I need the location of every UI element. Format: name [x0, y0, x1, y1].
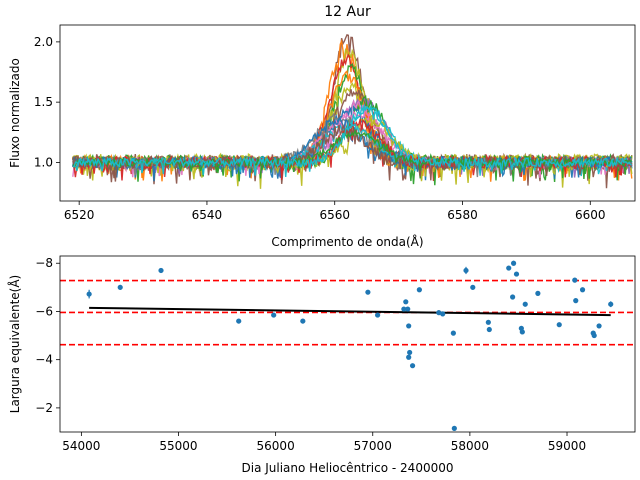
data-point [463, 267, 469, 274]
data-point [513, 271, 520, 277]
data-point [470, 284, 476, 290]
x-tick-label: 6540 [192, 208, 223, 222]
data-point [440, 311, 446, 317]
ew-x-label: Dia Juliano Heliocêntrico - 2400000 [242, 461, 454, 475]
data-point [405, 306, 411, 312]
spectrum-axes: 6520 6540 6560 6580 6600 1.0 1.5 2.0 12 Aur Co… [8, 4, 636, 249]
data-point [271, 312, 277, 318]
data-point [573, 298, 579, 304]
x-tick-label: 58000 [451, 439, 489, 453]
x-tick-label: 59000 [548, 439, 586, 453]
y-tick-label: −8 [35, 256, 53, 270]
y-tick-label: −2 [35, 401, 53, 415]
data-point [406, 354, 412, 360]
data-point [406, 323, 412, 329]
data-point [409, 363, 416, 369]
data-point [485, 319, 491, 325]
data-point [535, 290, 541, 296]
x-tick-label: 6580 [447, 208, 478, 222]
data-point [236, 318, 242, 324]
y-tick-label: 1.5 [34, 95, 53, 109]
data-point [510, 260, 517, 266]
y-tick-label: −6 [35, 304, 53, 318]
x-tick-label: 6560 [319, 208, 350, 222]
data-point [158, 267, 164, 274]
spectrum-y-ticks: 1.0 1.5 2.0 [34, 35, 60, 169]
ew-frame [59, 255, 636, 433]
data-point [403, 299, 409, 305]
data-point [579, 287, 586, 293]
spectrum-x-label: Comprimento de onda(Å) [271, 234, 423, 249]
data-point [510, 294, 516, 300]
ew-y-label: Largura equivalente(Å) [7, 275, 22, 413]
ew-trend-line [89, 306, 611, 317]
data-point [519, 329, 525, 335]
data-point [365, 289, 371, 295]
data-point [416, 287, 422, 293]
x-tick-label: 55000 [159, 439, 197, 453]
ew-reference-lines [60, 279, 635, 346]
data-point [86, 291, 92, 297]
spectrum-frame [59, 24, 636, 202]
ew-y-ticks: −8 −6 −4 −2 [35, 256, 60, 415]
data-point [486, 326, 492, 333]
data-point [407, 349, 413, 356]
data-point [401, 306, 407, 312]
trend-line [89, 306, 611, 317]
data-point [596, 323, 602, 329]
ew-points [86, 260, 614, 431]
equivalent-width-axes: 54000 55000 56000 57000 58000 59000 −8−6−4−2 … [7, 255, 636, 475]
data-point [300, 318, 306, 324]
spectrum-y-label: Fluxo normalizado [8, 58, 22, 168]
ew-x-ticks: 54000 55000 56000 57000 58000 59000 [62, 432, 586, 453]
data-point [506, 265, 512, 271]
x-tick-label: 6520 [64, 208, 95, 222]
data-point [451, 425, 457, 431]
data-point [608, 301, 614, 307]
spectrum-x-ticks: 6520 6540 6560 6580 6600 [64, 201, 606, 222]
x-tick-label: 56000 [257, 439, 295, 453]
y-tick-label: −4 [35, 353, 53, 367]
data-point [572, 277, 578, 283]
data-point [591, 332, 597, 339]
data-point [556, 322, 562, 328]
spectrum-lines [72, 34, 633, 189]
spectrum-line [72, 102, 632, 176]
data-point [117, 284, 123, 290]
x-tick-label: 54000 [62, 439, 100, 453]
y-tick-label: 2.0 [34, 35, 53, 49]
x-tick-label: 57000 [354, 439, 392, 453]
data-point [450, 330, 456, 336]
y-tick-label: 1.0 [34, 155, 53, 169]
x-tick-label: 6600 [575, 208, 606, 222]
data-point [522, 301, 528, 307]
data-point [375, 312, 381, 318]
spectrum-title: 12 Aur [324, 4, 371, 20]
